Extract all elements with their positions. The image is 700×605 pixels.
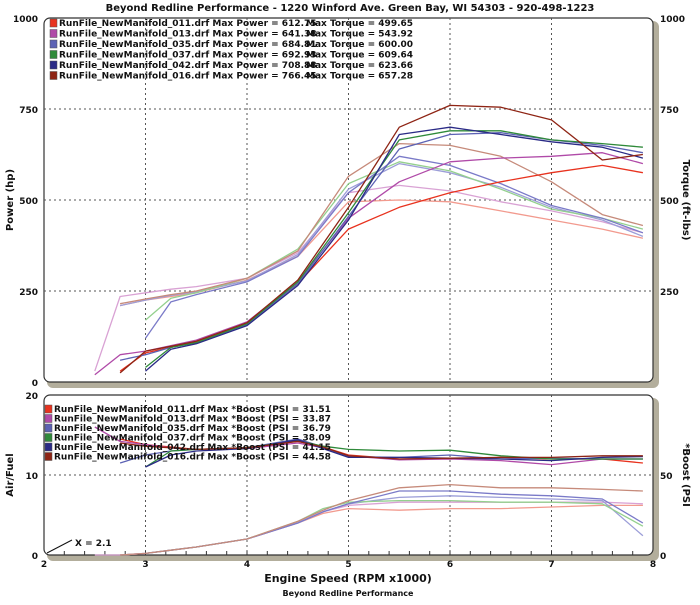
legend-torque-entry: Max Torque = 600.00 — [306, 40, 413, 50]
x-tick-label: 4 — [244, 560, 250, 570]
legend-swatch — [49, 29, 58, 38]
legend-torque-entry: Max Torque = 657.28 — [306, 72, 413, 82]
y2-tick-750: 750 — [660, 106, 679, 116]
legend-entry: RunFile_NewManifold_037.drf Max Power = … — [59, 51, 317, 61]
y-axis-label-power: Power (hp) — [5, 169, 16, 231]
legend-swatch — [44, 423, 53, 433]
x-tick-label: 3 — [142, 560, 148, 570]
y2-tick-500: 500 — [660, 197, 679, 207]
x-axis-label: Engine Speed (RPM x1000) — [264, 572, 432, 585]
legend-torque-entry: Max Torque = 623.66 — [306, 61, 413, 71]
legend-swatch — [44, 414, 53, 423]
torque-curve — [119, 199, 644, 307]
afr-tick-10: 10 — [25, 472, 38, 482]
boost-curve — [120, 483, 643, 556]
y-tick-750: 750 — [19, 106, 38, 116]
legend-swatch — [44, 433, 53, 442]
legend-entry: RunFile_NewManifold_042.drf Max *Boost (… — [54, 443, 331, 453]
torque-curve — [144, 155, 644, 339]
x-tick-label: 2 — [41, 560, 47, 570]
legend-swatch — [49, 60, 58, 70]
legend-torque-entry: Max Torque = 499.65 — [306, 19, 413, 29]
legend-swatch — [49, 50, 58, 59]
afr-tick-0: 0 — [32, 552, 38, 562]
y-tick-500: 500 — [19, 197, 38, 207]
legend-swatch — [49, 18, 58, 28]
footer-label: Beyond Redline Performance — [283, 589, 414, 598]
chart-title: Beyond Redline Performance - 1220 Winfor… — [106, 3, 595, 14]
power-curve — [145, 126, 644, 372]
legend-entry: RunFile_NewManifold_016.drf Max *Boost (… — [54, 453, 331, 463]
boost-tick-0: 0 — [660, 552, 666, 562]
cursor-annotation-line — [46, 539, 73, 554]
legend-swatch — [44, 404, 53, 414]
power-curve — [119, 104, 643, 374]
y2-axis-label-torque: Torque (ft-lbs) — [680, 160, 691, 241]
afr-curve — [145, 439, 643, 468]
legend-swatch — [44, 452, 53, 461]
y-tick-250: 250 — [19, 288, 38, 298]
legend-entry: RunFile_NewManifold_016.drf Max Power = … — [59, 72, 317, 82]
torque-curve — [119, 162, 644, 307]
x-tick-label: 7 — [548, 560, 554, 570]
y2-tick-1000: 1000 — [660, 15, 685, 25]
x-tick-label: 5 — [345, 560, 351, 570]
legend-entry: RunFile_NewManifold_011.drf Max *Boost (… — [54, 405, 331, 415]
x-tick-label: 6 — [447, 560, 453, 570]
legend-entry: RunFile_NewManifold_042.drf Max Power = … — [59, 61, 317, 71]
legend-swatch — [44, 442, 53, 452]
cursor-annotation: X = 2.1 — [75, 539, 112, 549]
legend-swatch — [49, 71, 58, 80]
legend-entry: RunFile_NewManifold_013.drf Max Power = … — [59, 30, 317, 40]
afr-tick-20: 20 — [25, 392, 38, 402]
legend-torque-entry: Max Torque = 609.64 — [306, 51, 413, 61]
afr-curve — [94, 426, 643, 466]
x-tick-label: 8 — [650, 560, 656, 570]
y-tick-1000: 1000 — [13, 15, 38, 25]
legend-entry: RunFile_NewManifold_035.drf Max Power = … — [59, 40, 317, 50]
y-axis-label-afr: Air/Fuel — [5, 453, 16, 496]
y2-tick-250: 250 — [660, 288, 679, 298]
y-tick-0: 0 — [32, 379, 38, 389]
legend-entry: RunFile_NewManifold_035.drf Max *Boost (… — [54, 424, 331, 434]
legend-torque-entry: Max Torque = 543.92 — [306, 30, 413, 40]
torque-curve — [145, 161, 644, 321]
y2-axis-label-boost: *Boost (PSI — [680, 443, 691, 507]
legend-entry: RunFile_NewManifold_011.drf Max Power = … — [59, 19, 317, 29]
boost-tick-50: 50 — [660, 472, 673, 482]
legend-entry: RunFile_NewManifold_013.drf Max *Boost (… — [54, 415, 331, 425]
torque-curve — [119, 142, 644, 305]
afr-curve — [120, 440, 643, 460]
legend-entry: RunFile_NewManifold_037.drf Max *Boost (… — [54, 434, 331, 444]
legend-swatch — [49, 39, 58, 49]
